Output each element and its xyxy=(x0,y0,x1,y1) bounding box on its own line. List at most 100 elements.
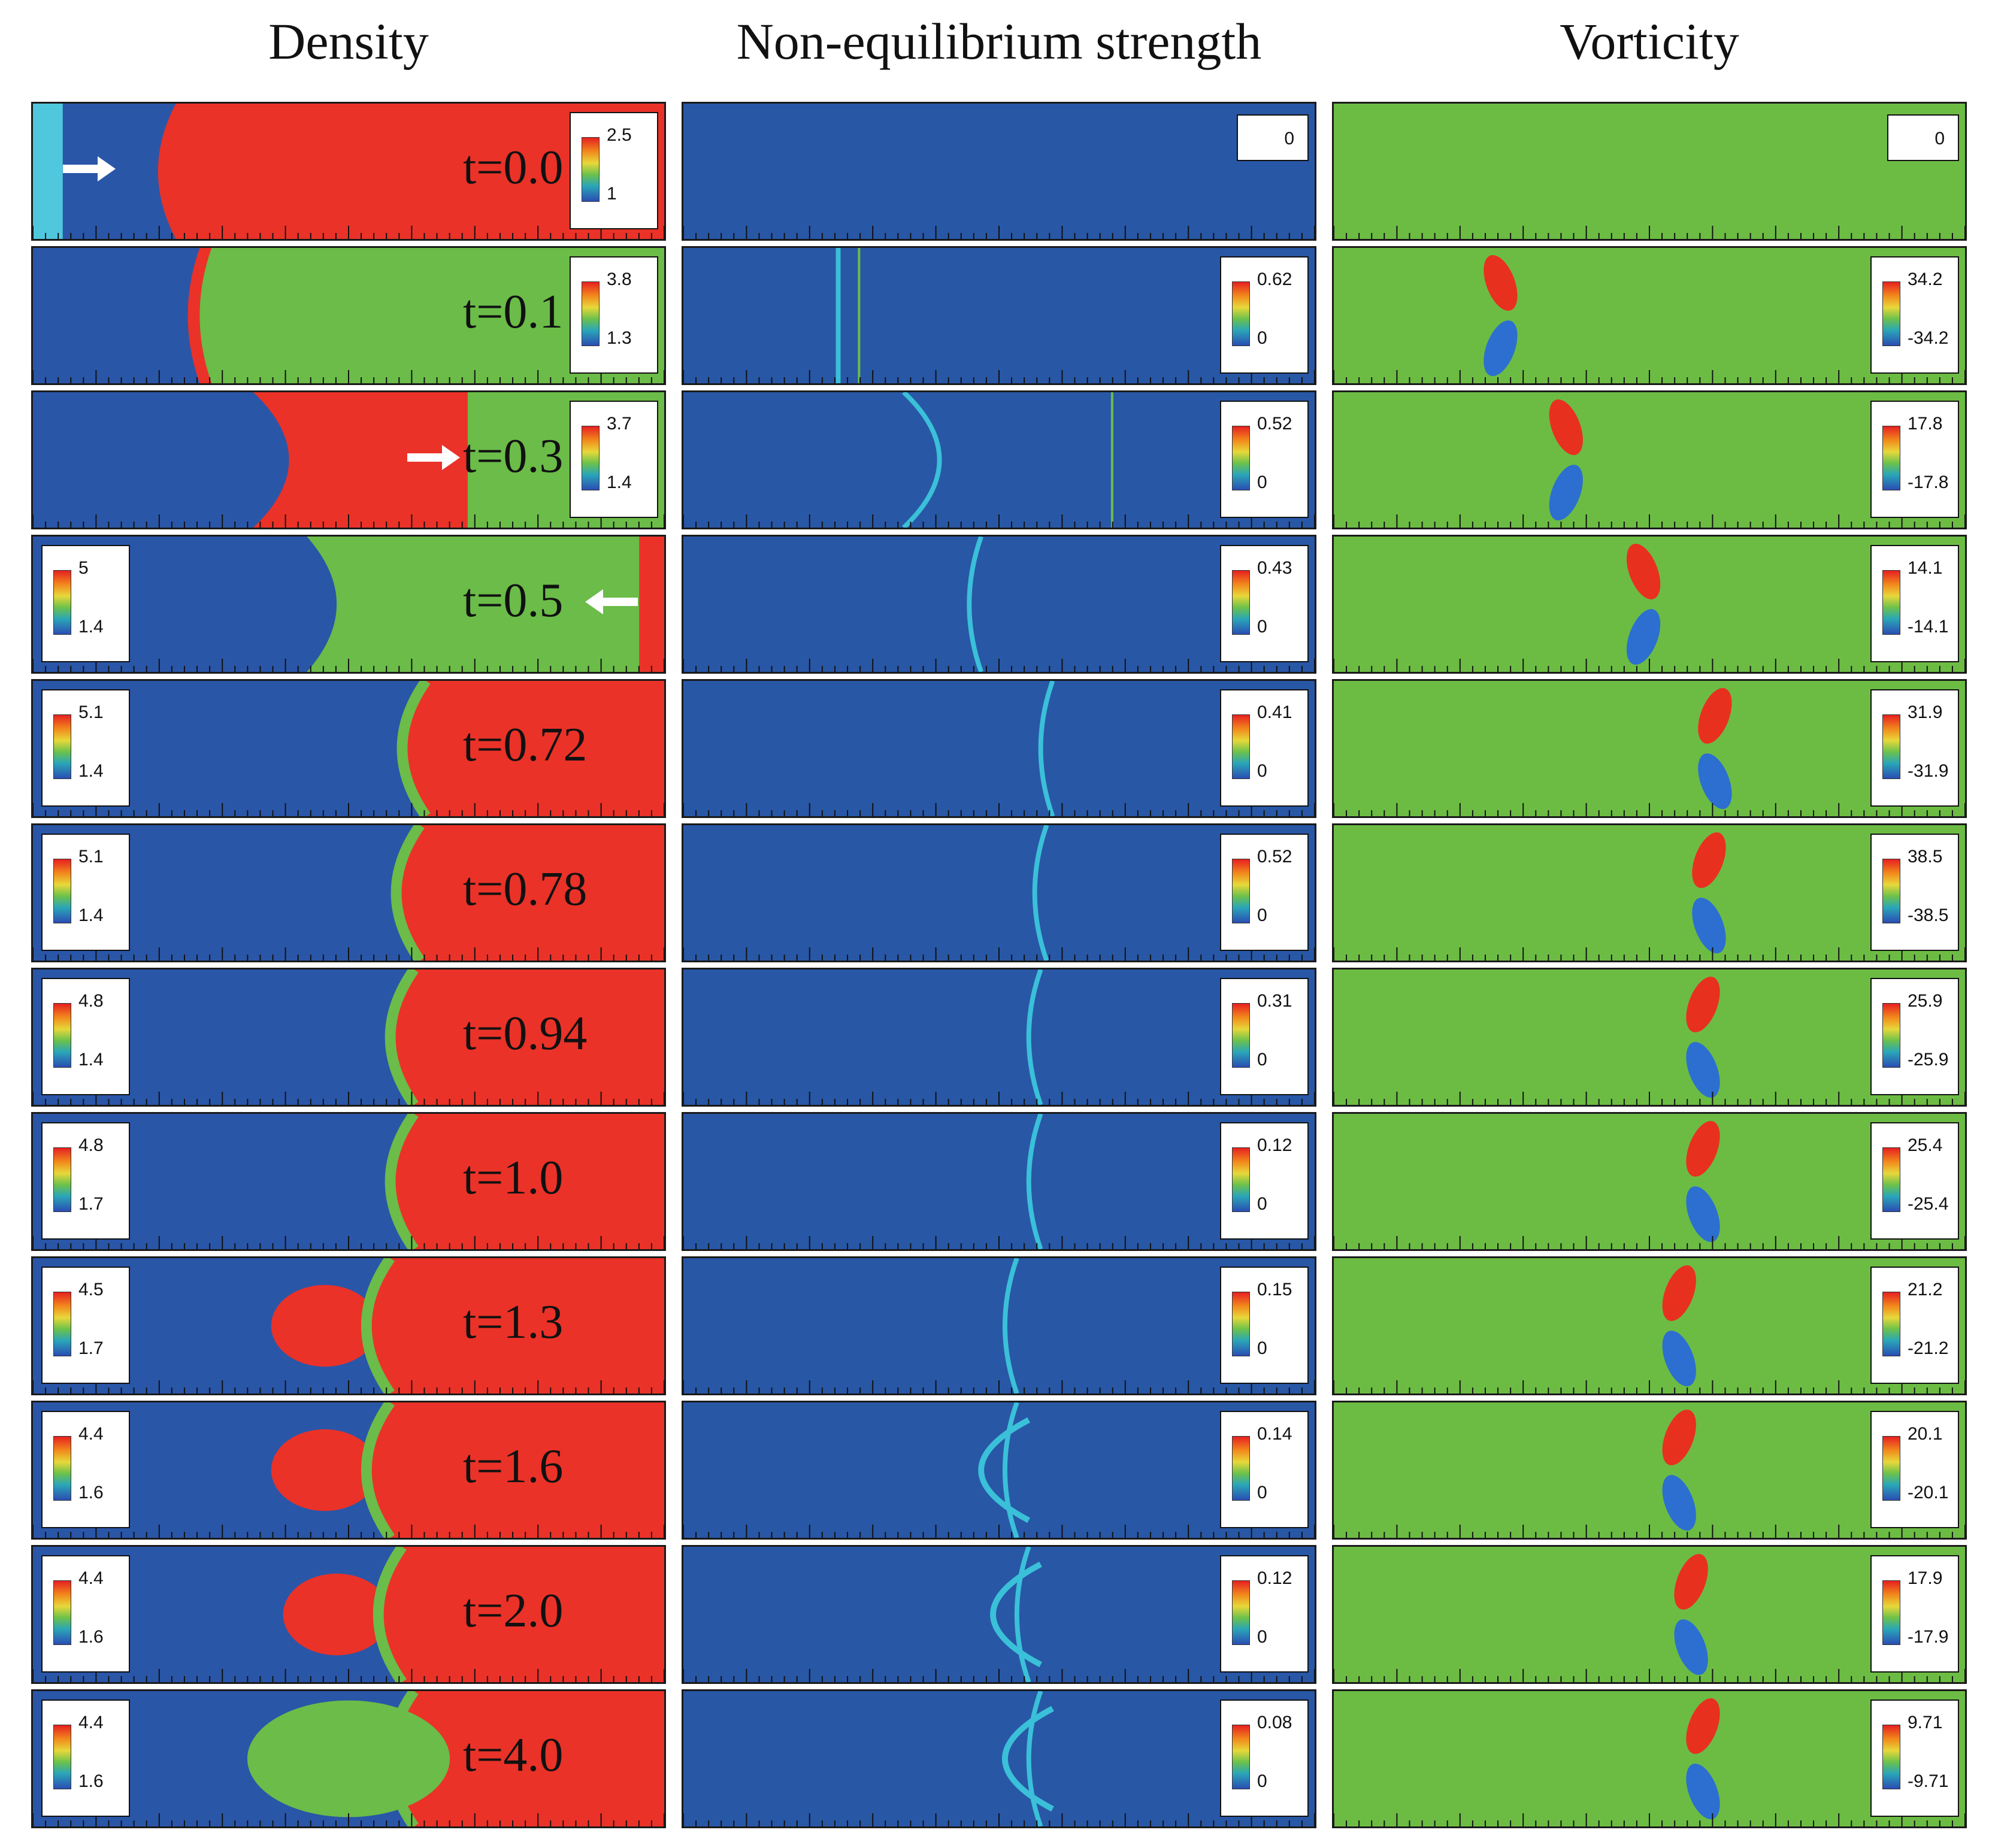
density-legend: 4.8 1.7 xyxy=(41,1122,130,1240)
axis-ticks xyxy=(1334,659,1965,672)
vorticity-legend: 14.1 -14.1 xyxy=(1870,545,1959,662)
time-label: t=0.72 xyxy=(463,719,588,771)
axis-ticks xyxy=(1334,1525,1965,1538)
noneq-field xyxy=(683,825,1315,961)
noneq-field xyxy=(683,1547,1315,1682)
vorticity-field xyxy=(1334,970,1965,1105)
density-field xyxy=(33,1402,664,1538)
noneq-panel: 0.08 0 xyxy=(682,1689,1316,1828)
column-title-density: Density xyxy=(268,13,429,70)
noneq-legend: 0.52 0 xyxy=(1220,401,1309,518)
noneq-field xyxy=(683,681,1315,816)
noneq-legend: 0.52 0 xyxy=(1220,834,1309,951)
vorticity-panel: 34.2 -34.2 xyxy=(1332,246,1967,385)
axis-ticks xyxy=(683,1669,1315,1682)
axis-ticks xyxy=(1334,226,1965,239)
legend-max-value: 4.5 xyxy=(78,1280,104,1299)
noneq-panel: 0.52 0 xyxy=(682,390,1316,529)
shock-direction-arrow-icon xyxy=(63,156,116,181)
colorbar xyxy=(1882,714,1900,779)
vorticity-legend: 9.71 -9.71 xyxy=(1870,1699,1959,1817)
density-legend: 4.4 1.6 xyxy=(41,1555,130,1673)
axis-ticks xyxy=(33,514,664,528)
colorbar xyxy=(1232,426,1250,490)
density-field xyxy=(33,825,664,961)
noneq-legend: 0.43 0 xyxy=(1220,545,1309,662)
density-field xyxy=(33,1691,664,1826)
noneq-field xyxy=(683,392,1315,528)
vorticity-field xyxy=(1334,1114,1965,1249)
column-title-non-equilibrium: Non-equilibrium strength xyxy=(736,13,1262,70)
axis-ticks xyxy=(683,514,1315,528)
legend-min-value: 1.4 xyxy=(607,472,632,492)
density-legend: 5.1 1.4 xyxy=(41,834,130,951)
noneq-legend: 0.14 0 xyxy=(1220,1411,1309,1528)
density-legend: 2.5 1 xyxy=(570,112,658,229)
axis-ticks xyxy=(1334,1092,1965,1105)
legend-max-value: 0.12 xyxy=(1257,1568,1292,1588)
legend-max-value: 17.8 xyxy=(1908,414,1943,434)
density-field xyxy=(33,104,664,239)
colorbar xyxy=(1232,281,1250,346)
legend-max-value: 0.08 xyxy=(1257,1713,1292,1732)
axis-ticks xyxy=(1334,1380,1965,1393)
legend-max-value: 31.9 xyxy=(1908,702,1943,722)
noneq-field xyxy=(683,104,1315,239)
time-label: t=0.3 xyxy=(463,430,564,483)
density-panel: t=1.3 4.5 1.7 xyxy=(31,1256,666,1395)
axis-ticks xyxy=(683,1813,1315,1826)
legend-max-value: 0 xyxy=(1934,129,1945,149)
colorbar xyxy=(1232,1580,1250,1645)
vorticity-legend: 25.4 -25.4 xyxy=(1870,1122,1959,1240)
axis-ticks xyxy=(683,1092,1315,1105)
colorbar xyxy=(53,570,71,635)
colorbar xyxy=(1232,1436,1250,1501)
legend-min-value: 1.4 xyxy=(78,617,104,637)
colorbar xyxy=(1232,859,1250,923)
legend-min-value: 0 xyxy=(1257,328,1267,348)
density-legend: 4.4 1.6 xyxy=(41,1699,130,1817)
colorbar xyxy=(1882,1147,1900,1212)
density-legend: 5 1.4 xyxy=(41,545,130,662)
legend-min-value: 0 xyxy=(1257,472,1267,492)
vorticity-legend: 31.9 -31.9 xyxy=(1870,689,1959,807)
colorbar xyxy=(53,1003,71,1068)
legend-max-value: 20.1 xyxy=(1908,1424,1943,1444)
noneq-field xyxy=(683,1114,1315,1249)
vorticity-panel: 25.4 -25.4 xyxy=(1332,1112,1967,1251)
colorbar xyxy=(53,1292,71,1356)
vorticity-panel: 21.2 -21.2 xyxy=(1332,1256,1967,1395)
density-panel: t=0.3 3.7 1.4 xyxy=(31,390,666,529)
legend-max-value: 5.1 xyxy=(78,702,104,722)
legend-max-value: 0 xyxy=(1284,129,1294,149)
density-field xyxy=(33,1547,664,1682)
noneq-panel: 0.62 0 xyxy=(682,246,1316,385)
vorticity-field xyxy=(1334,392,1965,528)
density-panel: t=0.78 5.1 1.4 xyxy=(31,823,666,962)
axis-ticks xyxy=(33,1813,664,1826)
axis-ticks xyxy=(33,226,664,239)
legend-max-value: 38.5 xyxy=(1908,847,1943,867)
legend-min-value: 0 xyxy=(1257,617,1267,637)
legend-max-value: 0.31 xyxy=(1257,991,1292,1011)
colorbar xyxy=(1232,570,1250,635)
density-legend: 4.5 1.7 xyxy=(41,1267,130,1384)
density-field xyxy=(33,537,664,672)
vorticity-field xyxy=(1334,681,1965,816)
noneq-legend: 0.08 0 xyxy=(1220,1699,1309,1817)
noneq-legend: 0 xyxy=(1237,114,1309,161)
legend-min-value: 0 xyxy=(1257,1050,1267,1070)
column-title-vorticity: Vorticity xyxy=(1560,13,1739,70)
axis-ticks xyxy=(683,370,1315,383)
vorticity-panel: 14.1 -14.1 xyxy=(1332,535,1967,674)
time-label: t=1.0 xyxy=(463,1152,564,1204)
legend-max-value: 5.1 xyxy=(78,847,104,867)
legend-min-value: 1.7 xyxy=(78,1194,104,1214)
time-label: t=2.0 xyxy=(463,1585,564,1637)
legend-max-value: 14.1 xyxy=(1908,558,1943,578)
axis-ticks xyxy=(1334,1813,1965,1826)
vorticity-field xyxy=(1334,1258,1965,1393)
legend-min-value: 0 xyxy=(1257,1194,1267,1214)
colorbar xyxy=(1882,1725,1900,1789)
time-label: t=0.5 xyxy=(463,574,564,627)
